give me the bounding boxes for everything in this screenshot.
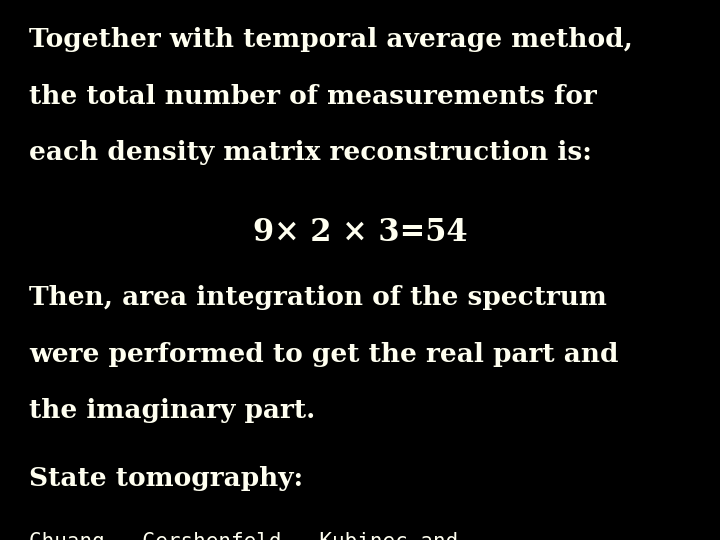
Text: 9× 2 × 3=54: 9× 2 × 3=54 <box>253 217 467 248</box>
Text: were performed to get the real part and: were performed to get the real part and <box>29 342 618 367</box>
Text: the total number of measurements for: the total number of measurements for <box>29 84 597 109</box>
Text: the imaginary part.: the imaginary part. <box>29 399 315 423</box>
Text: State tomography:: State tomography: <box>29 467 303 491</box>
Text: Together with temporal average method,: Together with temporal average method, <box>29 27 633 52</box>
Text: Then, area integration of the spectrum: Then, area integration of the spectrum <box>29 285 607 310</box>
Text: Chuang,  Gershenfeld,  Kubinec and: Chuang, Gershenfeld, Kubinec and <box>29 531 458 540</box>
Text: each density matrix reconstruction is:: each density matrix reconstruction is: <box>29 140 592 165</box>
